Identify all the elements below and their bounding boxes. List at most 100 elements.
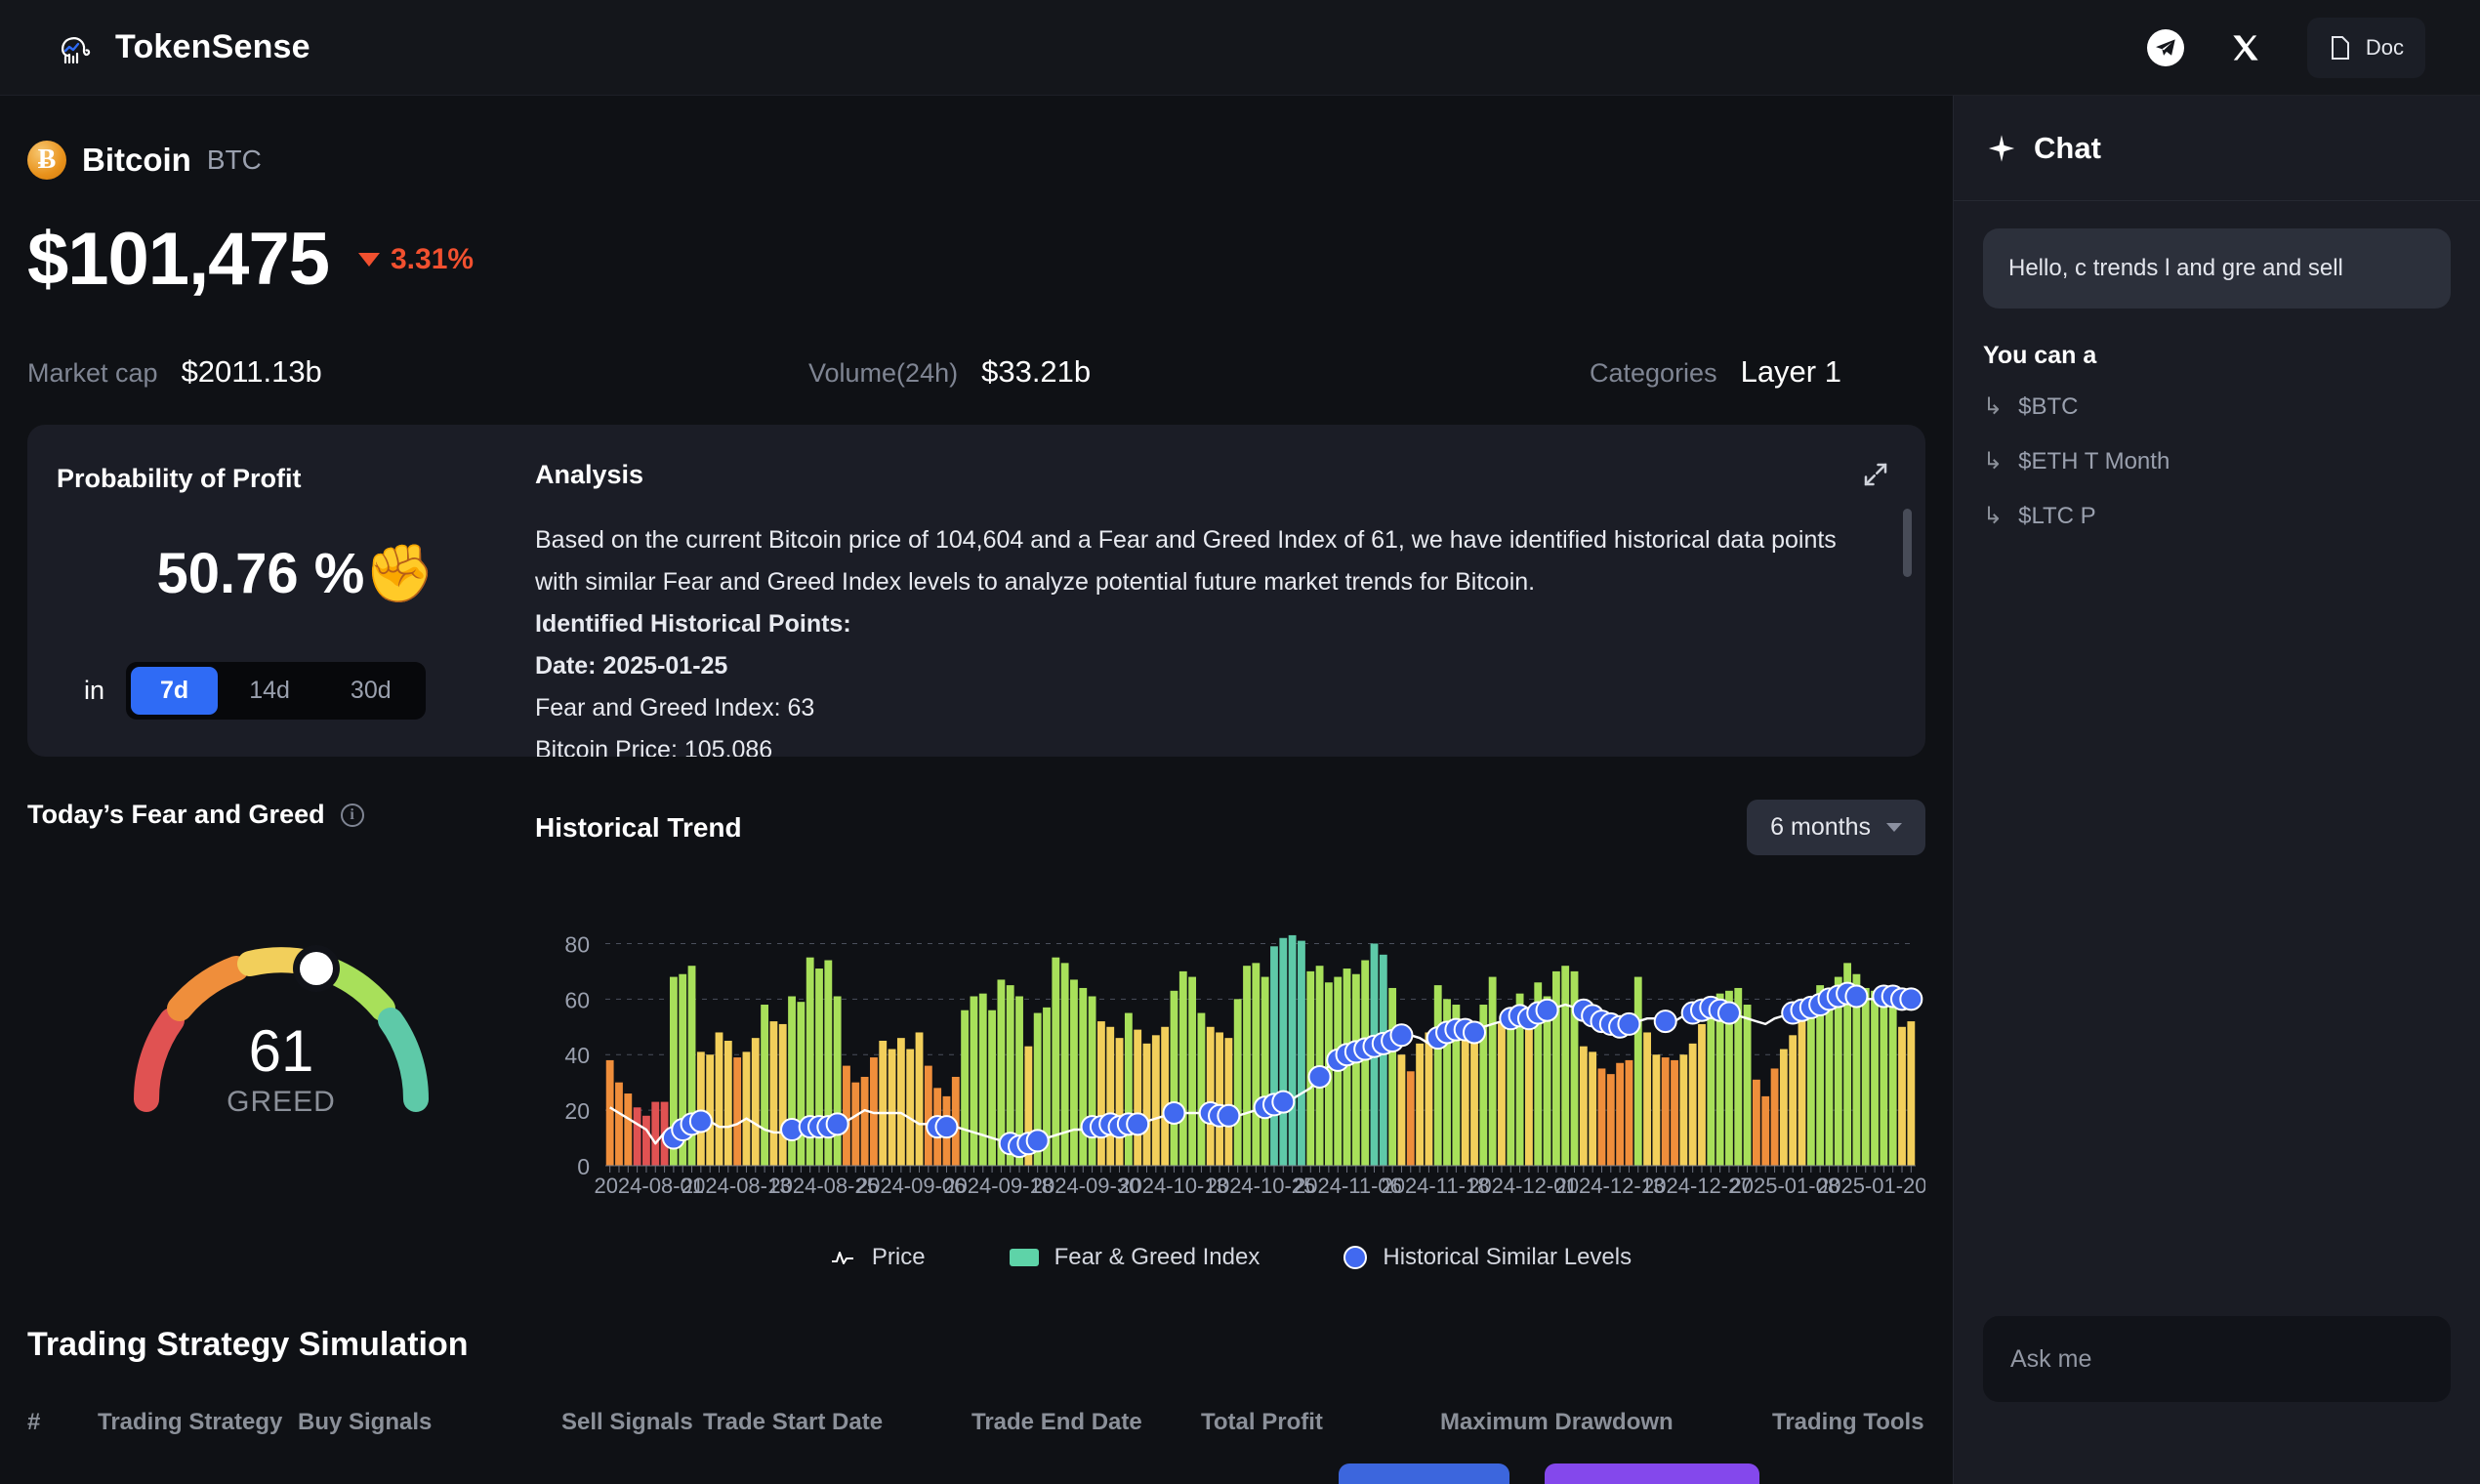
topbar-actions: Doc (2146, 17, 2425, 78)
chat-suggestion-item[interactable]: ↳ $BTC (1983, 390, 2451, 425)
chart-bar (1406, 1071, 1415, 1166)
analysis-panel: Analysis Based on the current Bitcoin pr… (535, 425, 1925, 757)
chart-bar (1178, 970, 1187, 1166)
fist-emoji-icon: ✊ (364, 542, 435, 605)
analysis-scrollbar[interactable] (1903, 509, 1912, 577)
chart-bar (1498, 1021, 1506, 1166)
similar-level-point (1217, 1103, 1241, 1128)
chat-body: Hello, c trends l and gre and sell You c… (1954, 201, 2480, 534)
svg-text:80: 80 (564, 931, 590, 957)
doc-button[interactable]: Doc (2306, 17, 2425, 78)
probability-title: Probability of Profit (57, 464, 302, 493)
in-label: in (84, 676, 105, 705)
secondary-button[interactable] (1545, 1463, 1759, 1484)
range-option-14d[interactable]: 14d (249, 677, 290, 704)
chart-bar (1361, 960, 1370, 1166)
chart-bar (1652, 1054, 1661, 1166)
chart-bar (1388, 987, 1397, 1166)
range-option-7d[interactable]: 7d (131, 667, 219, 715)
chart-bar (860, 1076, 869, 1166)
legend-item-price: Price (829, 1244, 926, 1271)
historical-trend-chart: Historical Trend 6 months 0 20 40 60 80 2024-… (535, 800, 1927, 1271)
tss-title: Trading Strategy Simulation (27, 1326, 469, 1363)
x-tick-label: 2024-09-30 (1031, 1174, 1141, 1195)
x-twitter-icon[interactable] (2229, 31, 2262, 64)
chart-bar (1752, 1079, 1760, 1166)
chart-bar (1688, 1043, 1697, 1166)
chat-suggestion-label: $BTC (2018, 393, 2079, 421)
chart-bar (1834, 976, 1842, 1166)
primary-button[interactable] (1339, 1463, 1509, 1484)
chart-bar (1270, 946, 1278, 1166)
chart-range-select[interactable]: 6 months (1747, 800, 1925, 855)
chart-bar (896, 1038, 905, 1166)
chart-bar (679, 973, 687, 1166)
chart-bar (1425, 1032, 1433, 1166)
chart-bar (1006, 985, 1014, 1166)
similar-level-point (1653, 1010, 1677, 1034)
brand-logo-group[interactable]: TokenSense (55, 26, 310, 69)
expand-icon[interactable] (1861, 460, 1890, 489)
x-tick-label: 2025-01-20 (1817, 1174, 1925, 1195)
stat-market-cap: Market cap $2011.13b (27, 354, 808, 390)
chart-bar (1861, 987, 1870, 1166)
similar-level-point (1463, 1020, 1487, 1045)
square-icon (1009, 1249, 1039, 1266)
chart-bar (906, 1049, 915, 1166)
chart-bar (1397, 1054, 1406, 1166)
chart-range-value: 6 months (1770, 813, 1871, 841)
arrow-corner-icon: ↳ (1983, 503, 2004, 530)
svg-text:0: 0 (577, 1154, 590, 1179)
sparkle-icon (1987, 134, 2016, 163)
legend-item-fear-greed: Fear & Greed Index (1009, 1244, 1260, 1271)
info-icon[interactable]: i (340, 803, 364, 827)
chat-header: Chat (1954, 96, 2480, 201)
fear-greed-panel: Today’s Fear and Greed i (27, 800, 535, 1271)
similar-level-point (1617, 1011, 1641, 1036)
x-tick-label: 2024-10-13 (1118, 1174, 1228, 1195)
range-option-30d[interactable]: 30d (350, 677, 392, 704)
similar-level-point (1389, 1023, 1414, 1048)
legend-item-similar-levels: Historical Similar Levels (1343, 1244, 1632, 1271)
chart-bar (1197, 1012, 1206, 1166)
analysis-paragraph: Identified Historical Points: (535, 610, 851, 638)
document-icon (2331, 35, 2349, 60)
similar-level-point (1535, 998, 1559, 1022)
chart-bar (843, 1065, 850, 1166)
x-tick-label: 2024-09-06 (856, 1174, 967, 1195)
chart-bar (1224, 1038, 1233, 1166)
chart-bar (961, 1010, 970, 1166)
stat-label: Market cap (27, 358, 158, 388)
col-maximum-drawdown: Maximum Drawdown (1440, 1409, 1674, 1435)
trend-section: Today’s Fear and Greed i (27, 800, 1927, 1271)
chart-bar (806, 957, 814, 1166)
coin-symbol: BTC (206, 144, 262, 175)
x-tick-label: 2024-09-18 (943, 1174, 1054, 1195)
analysis-paragraph: Based on the current Bitcoin price of 10… (535, 526, 1837, 596)
chart-bar (1488, 976, 1497, 1166)
chart-bar (1261, 976, 1269, 1166)
chat-input-placeholder: Ask me (2010, 1344, 2092, 1373)
x-tick-label: 2024-08-13 (682, 1174, 792, 1195)
telegram-icon[interactable] (2146, 28, 2184, 66)
chat-suggestion-item[interactable]: ↳ $ETH T Month (1983, 444, 2451, 479)
stat-value: $2011.13b (181, 354, 322, 389)
chart-title: Historical Trend (535, 811, 742, 843)
x-tick-label: 2024-08-01 (594, 1174, 704, 1195)
chart-bar (1151, 1035, 1160, 1166)
chart-bar (1534, 982, 1543, 1166)
x-tick-label: 2025-01-08 (1730, 1174, 1840, 1195)
chart-bar (1779, 1049, 1788, 1166)
chart-bar (1679, 1054, 1688, 1166)
chart-bar (1561, 966, 1570, 1166)
similar-level-point (1307, 1064, 1332, 1089)
chat-input[interactable]: Ask me (1983, 1316, 2451, 1402)
chart-bar (988, 1010, 996, 1166)
chart-bar (1671, 1059, 1678, 1166)
chart-bar (1452, 1005, 1461, 1166)
chat-suggestion-item[interactable]: ↳ $LTC P (1983, 499, 2451, 534)
chart-bar (1661, 1057, 1670, 1166)
chart-bar (687, 966, 696, 1166)
chart-bar (1470, 1026, 1478, 1166)
coin-name: Bitcoin (82, 142, 191, 178)
